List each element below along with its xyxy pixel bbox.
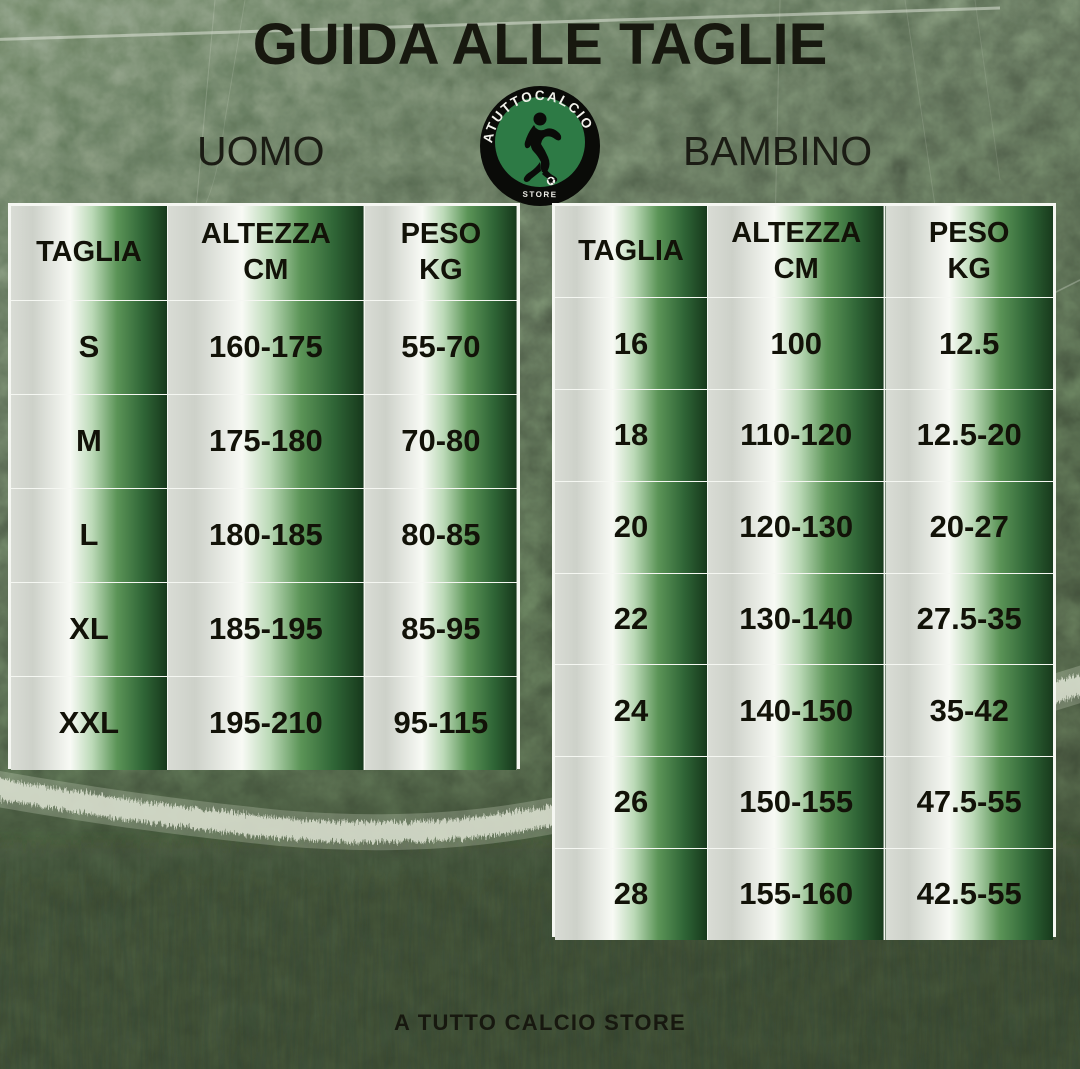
- svg-text:STORE: STORE: [523, 190, 558, 200]
